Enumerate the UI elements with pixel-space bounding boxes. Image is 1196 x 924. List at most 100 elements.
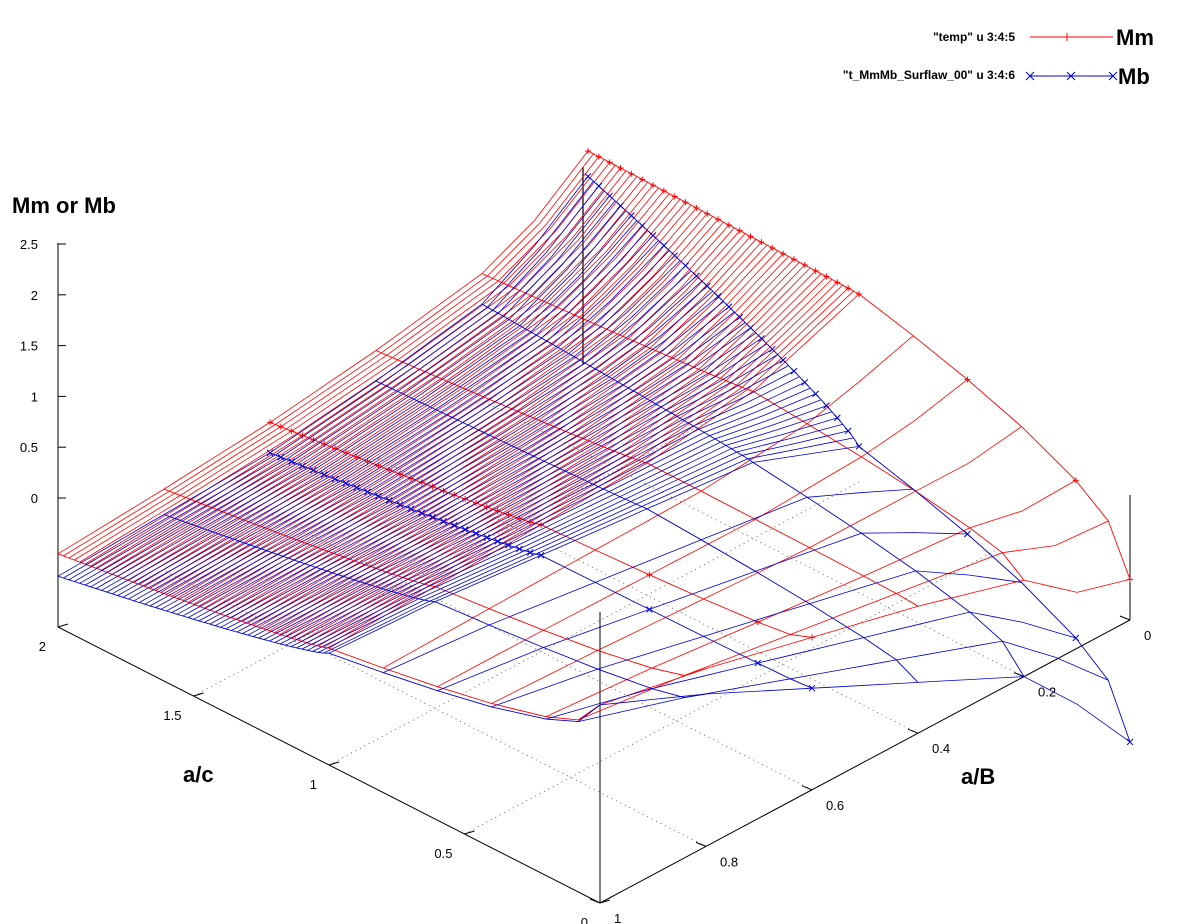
data-point — [801, 379, 809, 386]
mesh-line-ab — [155, 201, 686, 591]
mesh-line-ac — [57, 575, 601, 723]
z-tick-label: 2.5 — [20, 237, 38, 252]
mesh-line-ab — [122, 235, 654, 598]
data-point — [527, 518, 534, 525]
data-point — [809, 634, 815, 641]
data-point — [288, 428, 295, 435]
mesh-line-ab — [160, 270, 692, 610]
data-point — [595, 182, 603, 190]
data-point — [790, 367, 798, 375]
data-point — [418, 509, 426, 517]
data-point — [353, 484, 361, 491]
data-point — [472, 500, 479, 507]
mesh-line-ab — [171, 280, 703, 613]
mesh-line-ab — [437, 379, 968, 688]
mesh-line-ab — [214, 233, 746, 613]
x-axis-title: a/c — [183, 762, 214, 787]
mesh-line-ab — [545, 480, 1076, 718]
mesh-line-ab — [280, 387, 811, 645]
data-point — [494, 507, 501, 514]
legend-expr-mb: "t_MmMb_Surflaw_00" u 3:4:6 — [843, 68, 1015, 82]
data-point — [704, 210, 711, 217]
mesh-line-ab — [101, 215, 632, 591]
data-point — [515, 545, 523, 553]
data-point — [1127, 576, 1133, 583]
data-point — [375, 462, 382, 469]
mesh-line-ab — [57, 176, 589, 577]
data-point — [758, 335, 765, 342]
data-point — [964, 530, 971, 538]
x-tick-mark — [599, 899, 611, 904]
mesh-line-ab — [578, 640, 1109, 722]
legend-marker-mm — [1063, 33, 1071, 41]
grid-line-ac — [328, 481, 860, 766]
y-tick-mark — [1013, 672, 1025, 678]
mesh-line-ab — [149, 260, 681, 607]
data-point — [812, 267, 819, 274]
x-tick-label: 0.5 — [434, 846, 452, 861]
surface-series-mb — [57, 173, 1134, 746]
mesh-line-ab — [236, 343, 768, 633]
mesh-line-ab — [252, 253, 784, 626]
mesh-line-ab — [68, 156, 600, 559]
mesh-line-ab — [231, 338, 762, 631]
mesh-line-ab — [128, 187, 659, 581]
mesh-line-ab — [139, 250, 670, 603]
y-tick-label: 0.4 — [932, 741, 950, 756]
data-point — [801, 262, 808, 269]
data-point — [736, 227, 743, 234]
mesh-line-ab — [155, 265, 686, 608]
mesh-line-ab — [328, 293, 860, 649]
mesh-line-ab — [290, 273, 822, 639]
data-point — [472, 530, 480, 537]
legend-marker-mb-2 — [1066, 71, 1076, 81]
data-point — [628, 212, 635, 219]
data-point — [758, 239, 765, 246]
data-point — [671, 193, 678, 200]
mesh-line-ab — [90, 205, 621, 588]
mesh-line-ab — [95, 210, 627, 589]
y-tick-label: 0.8 — [720, 854, 738, 869]
data-point — [638, 222, 646, 229]
data-point — [747, 324, 754, 332]
data-point — [429, 513, 436, 521]
data-point — [1126, 738, 1134, 746]
mesh-line-ab — [301, 279, 833, 642]
mesh-line-ab — [106, 176, 638, 573]
mesh-line-ab — [215, 322, 746, 627]
mesh-line-ab — [269, 261, 800, 632]
mesh-line-ab — [247, 354, 778, 636]
y-tick-label: 0 — [1144, 628, 1151, 643]
mesh-line-ab — [204, 311, 735, 623]
mesh-line-ab — [144, 196, 676, 587]
data-point — [682, 199, 689, 206]
data-point — [288, 458, 296, 465]
mesh-line-ab — [323, 437, 854, 654]
data-point — [526, 549, 534, 556]
mesh-line-ac — [163, 514, 707, 699]
mesh-line-ab — [312, 423, 843, 652]
data-point — [277, 423, 284, 430]
data-point — [754, 659, 762, 667]
data-point — [703, 282, 711, 290]
data-point — [585, 147, 591, 154]
data-point — [845, 285, 852, 292]
y-tick-mark — [801, 785, 813, 791]
mesh-line-ab — [117, 230, 648, 596]
data-point — [342, 479, 350, 487]
data-point — [682, 262, 689, 270]
mesh-line-ab — [437, 532, 968, 692]
mesh-line-ab — [252, 359, 784, 637]
data-point — [450, 522, 458, 529]
plot-frame — [57, 167, 1131, 904]
mesh-line-ab — [491, 426, 1022, 704]
x-tick-label: 1 — [310, 777, 317, 792]
mesh-line-ab — [84, 164, 616, 565]
mesh-line-ab — [263, 259, 795, 630]
surface-series-mm — [57, 147, 1133, 721]
data-point — [671, 252, 679, 259]
mesh-line-ab — [198, 306, 730, 622]
mesh-line-ab — [578, 520, 1109, 721]
mesh-line-ab — [209, 316, 741, 625]
